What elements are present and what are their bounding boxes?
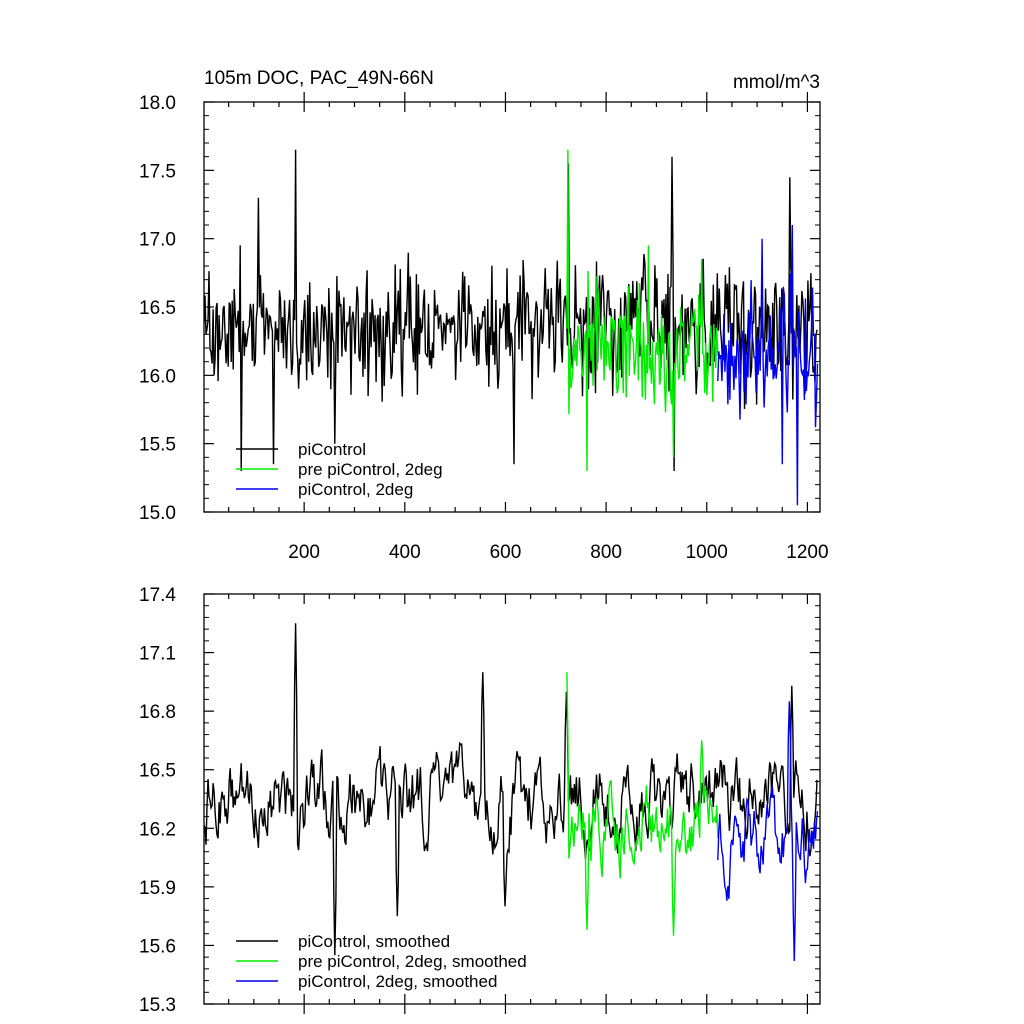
- x-tick-label: 1000: [686, 542, 728, 563]
- y-tick-label: 15.3: [139, 995, 176, 1016]
- legend-label: pre piControl, 2deg, smoothed: [298, 952, 527, 971]
- legend-label: piControl, smoothed: [298, 932, 450, 951]
- series-line-piControl: [204, 623, 818, 956]
- x-tick-label: 400: [389, 542, 421, 563]
- chart-title: 105m DOC, PAC_49N-66N: [204, 68, 434, 89]
- y-tick-label: 15.0: [139, 503, 176, 524]
- plot-frame: [203, 593, 821, 1005]
- x-tick-label: 1200: [786, 542, 828, 563]
- y-tick-label: 15.6: [139, 936, 176, 957]
- legend-label: piControl, 2deg, smoothed: [298, 972, 497, 991]
- x-tick-label: 200: [288, 542, 320, 563]
- y-tick-label: 17.4: [139, 585, 176, 606]
- y-tick-label: 18.0: [139, 93, 176, 114]
- series-line-piControl-2deg: [717, 224, 819, 506]
- series-line-pre-piControl-2deg: [566, 672, 719, 936]
- series-line-pre-piControl-2deg: [566, 149, 719, 472]
- y-tick-label: 17.0: [139, 230, 176, 251]
- y-tick-label: 16.2: [139, 819, 176, 840]
- y-tick-label: 15.5: [139, 435, 176, 456]
- x-tick-label: 600: [490, 542, 522, 563]
- y-tick-label: 15.9: [139, 878, 176, 899]
- y-tick-label: 16.5: [139, 298, 176, 319]
- y-tick-label: 16.8: [139, 702, 176, 723]
- y-tick-label: 17.5: [139, 161, 176, 182]
- chart-units: mmol/m^3: [733, 72, 820, 93]
- legend-label: piControl, 2deg: [298, 480, 413, 499]
- series-line-piControl: [204, 149, 818, 472]
- x-tick-label: 800: [590, 542, 622, 563]
- legend-label: pre piControl, 2deg: [298, 460, 443, 479]
- legend-label: piControl: [298, 440, 366, 459]
- y-tick-label: 16.5: [139, 761, 176, 782]
- bottom-panel: 15.3 15.6 15.9 16.2 16.5 16.8 17.1 17.4 piContro…: [139, 585, 821, 1016]
- y-tick-label: 16.0: [139, 366, 176, 387]
- series-line-piControl-2deg: [717, 701, 819, 962]
- top-panel: 15.0 15.5 16.0 16.5 17.0 17.5 18.0 200 400 600 800…: [139, 92, 829, 563]
- y-tick-label: 17.1: [139, 644, 176, 665]
